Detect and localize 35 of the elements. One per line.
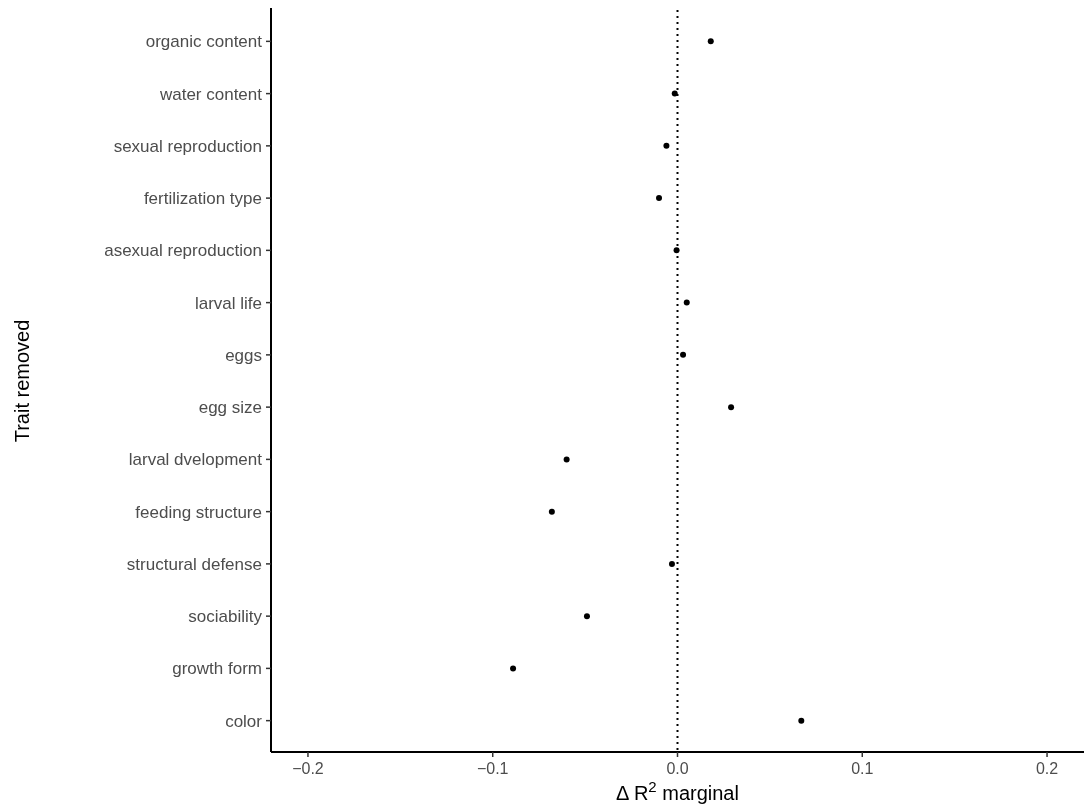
y-tick-label: egg size [198,398,262,418]
point [707,38,714,45]
y-tick-label: asexual reproduction [104,241,262,261]
point [656,195,663,202]
y-tick-label: larval life [194,293,262,313]
y-tick-label: fertilization type [143,189,262,209]
y-tick-label: structural defense [126,554,262,574]
point [663,142,670,149]
y-axis-title: Trait removed [11,319,33,443]
y-tick-label: larval dvelopment [128,450,263,470]
y-tick-label: growth form [172,659,262,679]
x-tick-label: 0.2 [1035,760,1059,777]
point [510,665,517,672]
point [583,613,590,620]
point [683,299,690,306]
point [673,247,680,254]
x-tick-label: 0.1 [851,760,874,777]
y-tick-label: feeding structure [135,502,262,522]
point [680,351,687,358]
point [563,456,570,463]
y-tick-label: water content [158,84,263,104]
y-tick-label: sociability [188,607,263,627]
point [668,560,675,567]
point [728,404,735,411]
point [798,717,805,724]
y-tick-label: eggs [225,345,262,365]
y-tick-label: color [225,711,263,731]
y-tick-label: organic content [145,32,263,52]
x-axis-title: Δ R$^{2}$ marginal [616,777,739,804]
point [671,90,678,97]
point [548,508,555,515]
x-tick-label: −0.2 [292,760,324,777]
y-tick-label: sexual reproduction [113,136,262,156]
x-tick-label: −0.1 [476,760,509,777]
x-tick-label: 0.0 [666,760,689,777]
